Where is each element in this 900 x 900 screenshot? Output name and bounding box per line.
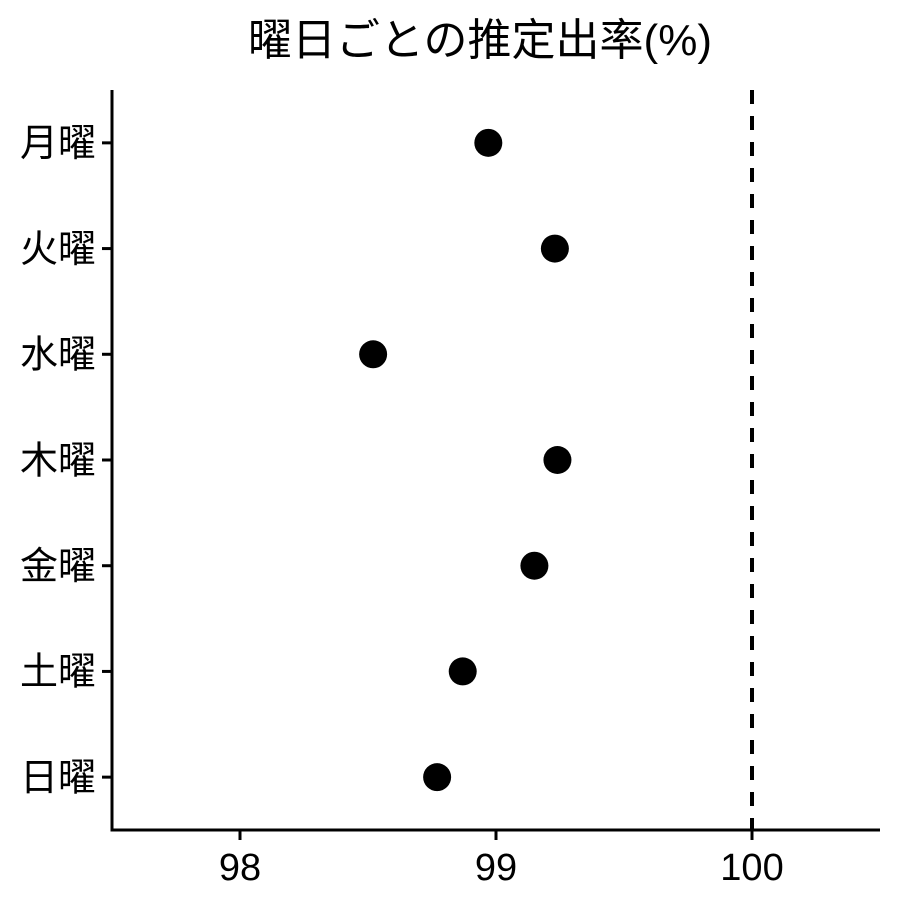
y-tick-label: 火曜 (20, 229, 96, 271)
dotplot-chart: 曜日ごとの推定出率(%) 月曜火曜水曜木曜金曜土曜日曜 98 99 100 (0, 0, 900, 900)
x-tick-label: 100 (720, 847, 783, 889)
axis-lines (112, 90, 880, 830)
data-point (543, 446, 571, 474)
x-tick-label: 98 (219, 847, 261, 889)
y-axis: 月曜火曜水曜木曜金曜土曜日曜 (20, 123, 112, 799)
chart-container: 曜日ごとの推定出率(%) 月曜火曜水曜木曜金曜土曜日曜 98 99 100 (0, 0, 900, 900)
x-axis: 98 99 100 (219, 830, 784, 889)
x-tick-label: 99 (475, 847, 517, 889)
data-point (449, 657, 477, 685)
y-tick-label: 日曜 (20, 757, 96, 799)
y-tick-label: 水曜 (20, 335, 96, 377)
chart-title: 曜日ごとの推定出率(%) (248, 16, 712, 65)
data-point (520, 552, 548, 580)
data-point (359, 340, 387, 368)
y-tick-label: 土曜 (20, 652, 96, 694)
data-point (474, 129, 502, 157)
data-points (359, 129, 571, 791)
data-point (423, 763, 451, 791)
y-tick-label: 月曜 (20, 123, 96, 165)
data-point (541, 235, 569, 263)
y-tick-label: 木曜 (20, 440, 96, 482)
y-tick-label: 金曜 (20, 546, 96, 588)
